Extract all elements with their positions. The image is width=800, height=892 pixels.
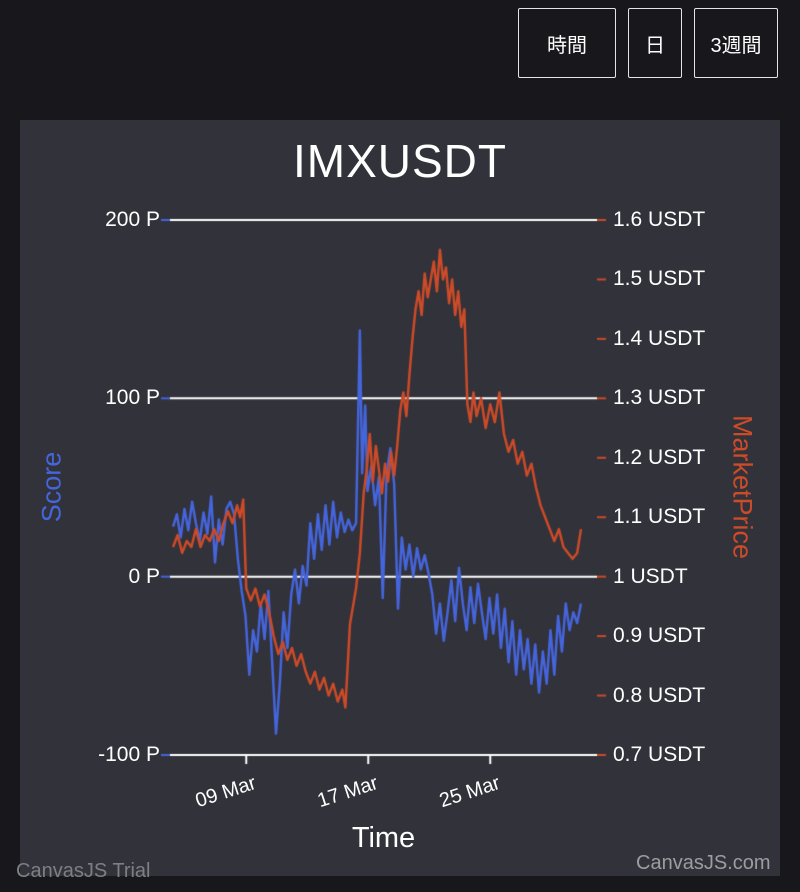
- timeframe-toolbar: 時間 日 3週間: [518, 8, 778, 78]
- right-axis-tick-label: 0.9 USDT: [613, 624, 706, 647]
- x-axis-title: Time: [351, 822, 416, 854]
- timeframe-button-3weeks[interactable]: 3週間: [694, 8, 778, 78]
- right-axis-tick-label: 0.8 USDT: [613, 684, 706, 707]
- left-axis-title: Score: [36, 451, 67, 523]
- right-axis-tick-label: 1.5 USDT: [613, 267, 706, 290]
- left-axis-tick-label: 100 P: [105, 386, 160, 409]
- canvasjs-link[interactable]: CanvasJS.com: [636, 852, 771, 874]
- chart-plot-area[interactable]: [20, 120, 780, 876]
- right-axis-tick-label: 1 USDT: [613, 565, 688, 588]
- timeframe-button-day[interactable]: 日: [628, 8, 682, 78]
- chart-panel: IMXUSDT Score MarketPrice 200 P 100 P 0 …: [20, 120, 780, 876]
- trial-watermark: CanvasJS Trial: [16, 860, 151, 882]
- timeframe-button-hours[interactable]: 時間: [518, 8, 616, 78]
- right-axis-tick-label: 1.1 USDT: [613, 505, 706, 528]
- right-axis-tick-label: 1.3 USDT: [613, 386, 706, 409]
- left-axis-tick-label: 200 P: [105, 208, 160, 231]
- right-axis-tick-label: 0.7 USDT: [613, 743, 706, 766]
- right-axis-tick-label: 1.4 USDT: [613, 327, 706, 350]
- left-axis-tick-label: 0 P: [128, 565, 160, 588]
- chart-title: IMXUSDT: [293, 135, 507, 187]
- right-axis-tick-label: 1.6 USDT: [613, 208, 706, 231]
- left-axis-tick-label: -100 P: [98, 743, 160, 766]
- right-axis-title: MarketPrice: [727, 414, 758, 560]
- right-axis-tick-label: 1.2 USDT: [613, 446, 706, 469]
